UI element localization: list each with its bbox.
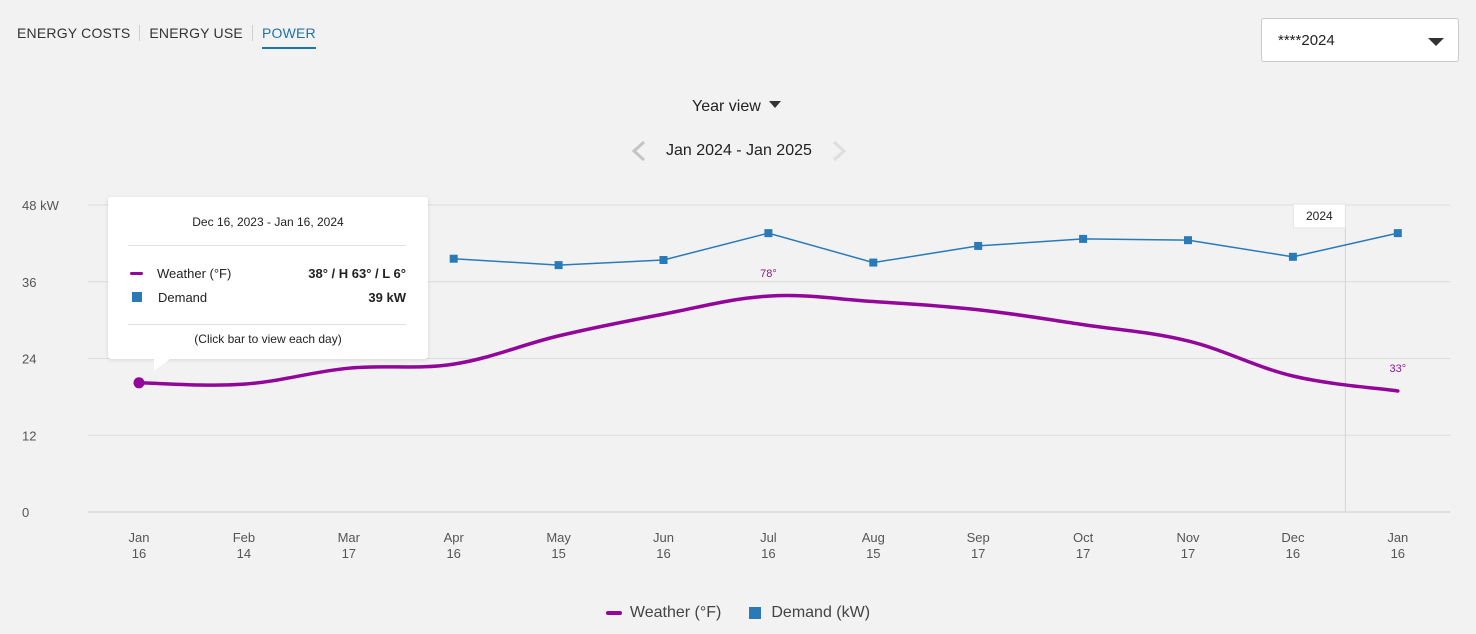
prev-period-button[interactable] <box>630 140 648 162</box>
legend-demand-label: Demand (kW) <box>771 604 871 621</box>
demand-point <box>1393 229 1402 238</box>
legend-demand[interactable]: Demand (kW) <box>749 604 870 622</box>
x-tick-label: 17 <box>1181 546 1195 561</box>
chevron-down-icon <box>1428 38 1444 46</box>
demand-point <box>974 241 983 250</box>
demand-point <box>1184 236 1192 245</box>
account-select[interactable]: ****2024 <box>1261 18 1459 62</box>
demand-point <box>449 254 458 263</box>
x-tick-label: Jan <box>1387 530 1408 545</box>
x-tick-label: 16 <box>1391 546 1405 561</box>
chevron-right-icon <box>832 140 847 162</box>
tooltip-note: (Click bar to view each day) <box>194 332 342 346</box>
tooltip-demand-row: Demand 39 kW <box>130 289 406 305</box>
tab-energy-costs[interactable]: ENERGY COSTS <box>17 25 139 41</box>
y-tick-label: 0 <box>22 505 29 520</box>
x-tick-label: 16 <box>1286 546 1300 561</box>
account-select-value: ****2024 <box>1278 32 1335 49</box>
tooltip-weather-value: 38° / H 63° / L 6° <box>308 265 406 281</box>
tooltip-divider <box>128 245 406 246</box>
x-tick-label: 16 <box>761 546 775 561</box>
view-select-value: Year view <box>692 98 761 115</box>
x-tick-label: Aug <box>862 530 885 545</box>
x-tick-label: Nov <box>1176 530 1200 545</box>
weather-legend-swatch <box>605 611 622 615</box>
y-tick-label: 24 <box>22 352 36 367</box>
year-marker-box <box>1292 203 1346 229</box>
tooltip-weather-row: Weather (°F) 38° / H 63° / L 6° <box>130 265 406 281</box>
x-tick-label: Mar <box>338 530 361 545</box>
tooltip-demand-label: Demand <box>158 289 208 305</box>
tooltip-weather-label: Weather (°F) <box>157 265 232 281</box>
y-tick-label: 48 kW <box>22 198 60 213</box>
tooltip-date: Dec 16, 2023 - Jan 16, 2024 <box>192 215 344 229</box>
legend-weather-label: Weather (°F) <box>629 604 722 621</box>
view-select[interactable]: Year view <box>692 98 781 116</box>
x-tick-label: Jul <box>760 530 777 545</box>
x-tick-label: 16 <box>656 546 670 561</box>
tab-power-label: POWER <box>261 25 316 49</box>
weather-data-label: 33° <box>1389 363 1406 375</box>
x-tick-label: 16 <box>446 546 460 561</box>
demand-point <box>1288 252 1297 261</box>
date-range: Jan 2024 - Jan 2025 <box>666 142 812 159</box>
x-tick-label: 15 <box>551 546 565 561</box>
tooltip-divider <box>128 324 406 325</box>
tab-bar: ENERGY COSTS ENERGY USE POWER <box>17 25 325 49</box>
x-tick-label: Apr <box>444 530 465 545</box>
chart-tooltip: Dec 16, 2023 - Jan 16, 2024 Weather (°F)… <box>108 197 428 371</box>
demand-point <box>869 258 878 267</box>
x-tick-label: 14 <box>237 546 251 561</box>
next-period-button[interactable] <box>830 140 848 162</box>
x-tick-label: Dec <box>1281 530 1305 545</box>
weather-selected-point <box>133 377 145 389</box>
demand-point <box>764 229 773 238</box>
weather-series-line <box>137 293 1400 393</box>
demand-point <box>659 256 668 265</box>
tab-energy-use-label: ENERGY USE <box>149 25 243 41</box>
y-tick-label: 36 <box>22 275 36 290</box>
demand-point <box>554 261 563 270</box>
x-tick-label: Feb <box>233 530 255 545</box>
weather-swatch <box>130 271 143 275</box>
x-tick-label: 15 <box>866 546 880 561</box>
demand-legend-swatch <box>749 607 762 619</box>
tab-power[interactable]: POWER <box>251 25 325 49</box>
x-tick-label: 17 <box>342 546 356 561</box>
chart-legend: Weather (°F) Demand (kW) <box>0 604 1476 622</box>
tab-energy-costs-label: ENERGY COSTS <box>17 25 131 41</box>
x-tick-label: Oct <box>1073 530 1094 545</box>
year-marker-label: 2024 <box>1306 209 1333 223</box>
caret-down-icon <box>768 101 781 108</box>
tab-energy-use[interactable]: ENERGY USE <box>139 25 252 41</box>
demand-swatch <box>132 292 142 302</box>
x-tick-label: May <box>546 530 571 545</box>
weather-data-label: 78° <box>760 268 777 280</box>
x-tick-label: Jun <box>653 530 674 545</box>
chevron-left-icon <box>631 140 646 162</box>
x-tick-label: Jan <box>129 530 150 545</box>
x-tick-label: 17 <box>1076 546 1090 561</box>
x-tick-label: Sep <box>967 530 990 545</box>
x-tick-label: 16 <box>132 546 146 561</box>
y-tick-label: 12 <box>22 428 36 443</box>
demand-point <box>1079 234 1088 243</box>
legend-weather[interactable]: Weather (°F) <box>605 604 722 622</box>
tooltip-demand-value: 39 kW <box>368 289 406 305</box>
demand-series-line <box>453 232 1398 266</box>
x-tick-label: 17 <box>971 546 985 561</box>
